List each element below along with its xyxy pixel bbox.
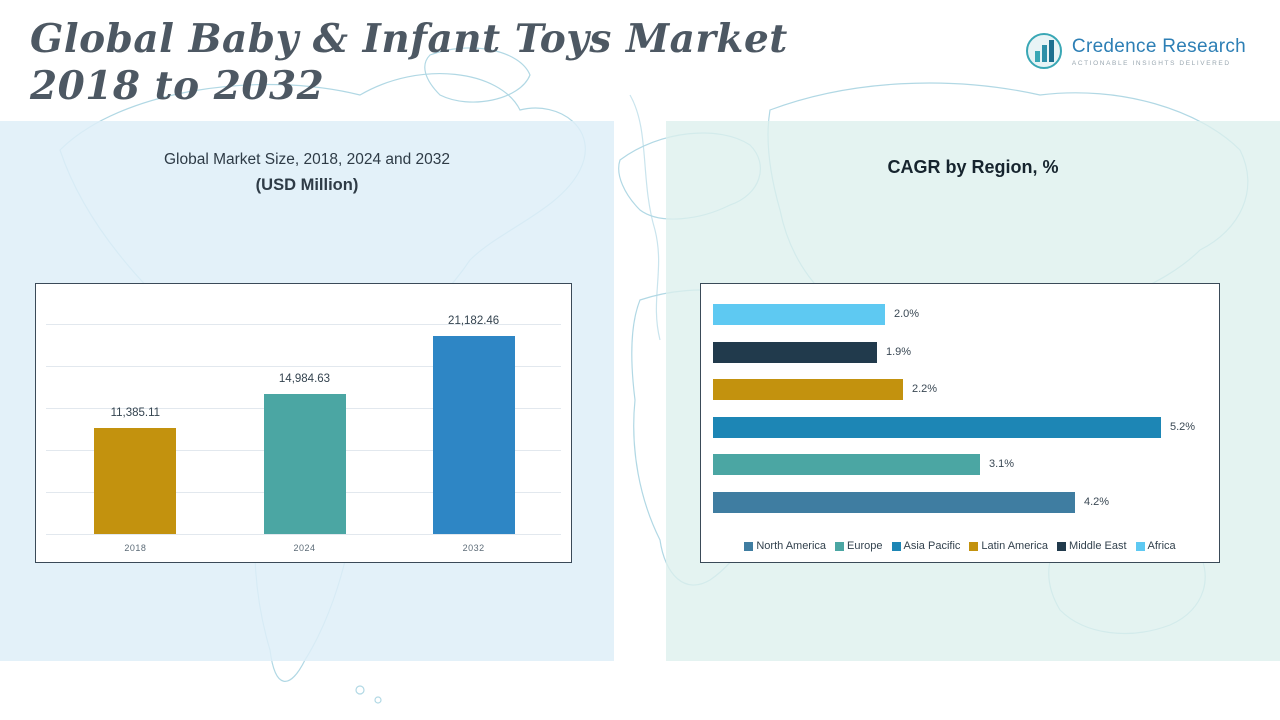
gridline (46, 534, 561, 535)
brand-tagline: Actionable Insights Delivered (1071, 59, 1231, 67)
legend-label: Middle East (1069, 540, 1127, 552)
cagr-chart: 2.0% 1.9% 2.2% 5.2% 3.1% 4.2% North America Eur… (700, 283, 1220, 563)
market-size-bar-2024 (263, 394, 346, 534)
legend-item-middle-east: Middle East (1057, 540, 1127, 552)
legend-swatch (835, 541, 845, 551)
legend-item-africa: Africa (1135, 540, 1176, 552)
cagr-legend: North America Europe Asia Pacific Latin Ame… (701, 540, 1219, 552)
legend-label: Europe (847, 540, 883, 552)
cagr-bar-africa (713, 304, 885, 325)
legend-swatch (1057, 541, 1067, 551)
cagr-bar-asia-pacific (713, 417, 1161, 438)
market-size-bar-2032 (432, 336, 515, 534)
bar-category-label: 2024 (293, 543, 316, 553)
legend-item-latin-america: Latin America (969, 540, 1048, 552)
legend-swatch (744, 541, 754, 551)
market-size-chart: 11,385.11 2018 14,984.63 2024 21,182.46 2032 (35, 283, 572, 563)
legend-label: Africa (1147, 540, 1176, 552)
market-size-title-line2: (USD Million) (255, 176, 359, 194)
market-size-bar-2018 (94, 428, 177, 534)
cagr-title: CAGR by Region, % (887, 157, 1059, 177)
cagr-panel: CAGR by Region, % 2.0% 1.9% 2.2% 5.2% 3.1% 4.… (666, 121, 1280, 661)
cagr-bar-middle-east (713, 342, 877, 363)
market-size-title-line1: Global Market Size, 2018, 2024 and 2032 (163, 151, 451, 168)
legend-swatch (969, 541, 979, 551)
brand-logo: Credence Research Actionable Insights De… (1025, 32, 1246, 70)
bar-category-label: 2032 (462, 543, 485, 553)
market-size-panel: Global Market Size, 2018, 2024 and 2032 … (0, 121, 614, 661)
page-title-line2: 2018 to 2032 (30, 63, 325, 109)
legend-swatch (891, 541, 901, 551)
cagr-value-label: 1.9% (886, 346, 912, 358)
cagr-bar-north-america (713, 492, 1075, 513)
brand-logo-icon (1025, 33, 1062, 69)
legend-label: Latin America (981, 540, 1049, 552)
market-size-title: Global Market Size, 2018, 2024 and 2032 … (0, 151, 614, 195)
cagr-bar-europe (713, 454, 980, 475)
gridline (46, 366, 561, 367)
legend-item-north-america: North America (744, 540, 826, 552)
legend-item-asia-pacific: Asia Pacific (891, 540, 961, 552)
page-title-line1: Global Baby & Infant Toys Market (30, 16, 788, 62)
legend-swatch (1135, 541, 1145, 551)
brand-name: Credence Research (1071, 35, 1246, 57)
legend-item-europe: Europe (835, 540, 883, 552)
cagr-value-label: 2.2% (912, 383, 938, 395)
bar-value-label: 21,182.46 (448, 315, 500, 327)
page-title: Global Baby & Infant Toys Market 2018 to… (30, 16, 788, 110)
bar-value-label: 11,385.11 (110, 407, 161, 419)
cagr-value-label: 5.2% (1170, 421, 1196, 433)
cagr-value-label: 3.1% (989, 458, 1015, 470)
cagr-bar-latin-america (713, 379, 903, 400)
legend-label: Asia Pacific (903, 540, 961, 552)
gridline (46, 324, 561, 325)
cagr-value-label: 2.0% (894, 308, 920, 320)
cagr-value-label: 4.2% (1084, 496, 1110, 508)
legend-label: North America (756, 540, 827, 552)
bar-value-label: 14,984.63 (278, 373, 331, 385)
bar-category-label: 2018 (124, 543, 147, 553)
